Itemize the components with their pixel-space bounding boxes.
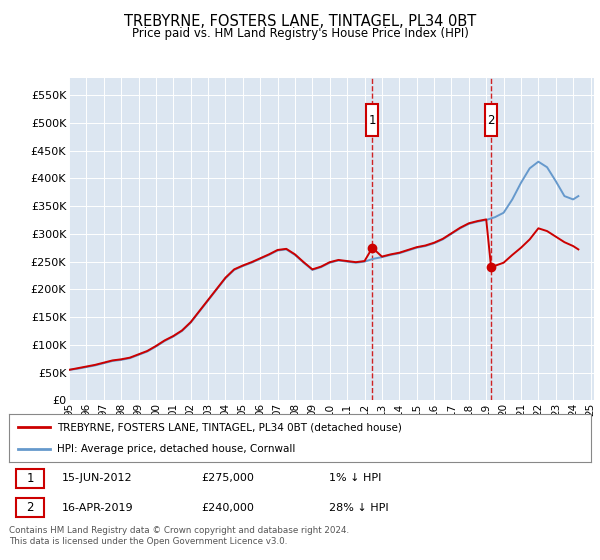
Text: HPI: Average price, detached house, Cornwall: HPI: Average price, detached house, Corn… (57, 444, 295, 454)
Text: 15-JUN-2012: 15-JUN-2012 (61, 473, 132, 483)
FancyBboxPatch shape (16, 498, 44, 517)
Text: 2: 2 (487, 114, 495, 127)
Text: 1: 1 (26, 472, 34, 485)
Text: 2: 2 (26, 501, 34, 514)
Text: 16-APR-2019: 16-APR-2019 (61, 503, 133, 513)
Text: Price paid vs. HM Land Registry's House Price Index (HPI): Price paid vs. HM Land Registry's House … (131, 27, 469, 40)
Text: TREBYRNE, FOSTERS LANE, TINTAGEL, PL34 0BT (detached house): TREBYRNE, FOSTERS LANE, TINTAGEL, PL34 0… (57, 422, 401, 432)
Text: £275,000: £275,000 (201, 473, 254, 483)
Text: £240,000: £240,000 (201, 503, 254, 513)
Text: TREBYRNE, FOSTERS LANE, TINTAGEL, PL34 0BT: TREBYRNE, FOSTERS LANE, TINTAGEL, PL34 0… (124, 14, 476, 29)
Text: 1: 1 (368, 114, 376, 127)
Text: 28% ↓ HPI: 28% ↓ HPI (329, 503, 389, 513)
FancyBboxPatch shape (366, 105, 379, 136)
FancyBboxPatch shape (485, 105, 497, 136)
FancyBboxPatch shape (16, 469, 44, 488)
Text: Contains HM Land Registry data © Crown copyright and database right 2024.
This d: Contains HM Land Registry data © Crown c… (9, 526, 349, 546)
Text: 1% ↓ HPI: 1% ↓ HPI (329, 473, 382, 483)
